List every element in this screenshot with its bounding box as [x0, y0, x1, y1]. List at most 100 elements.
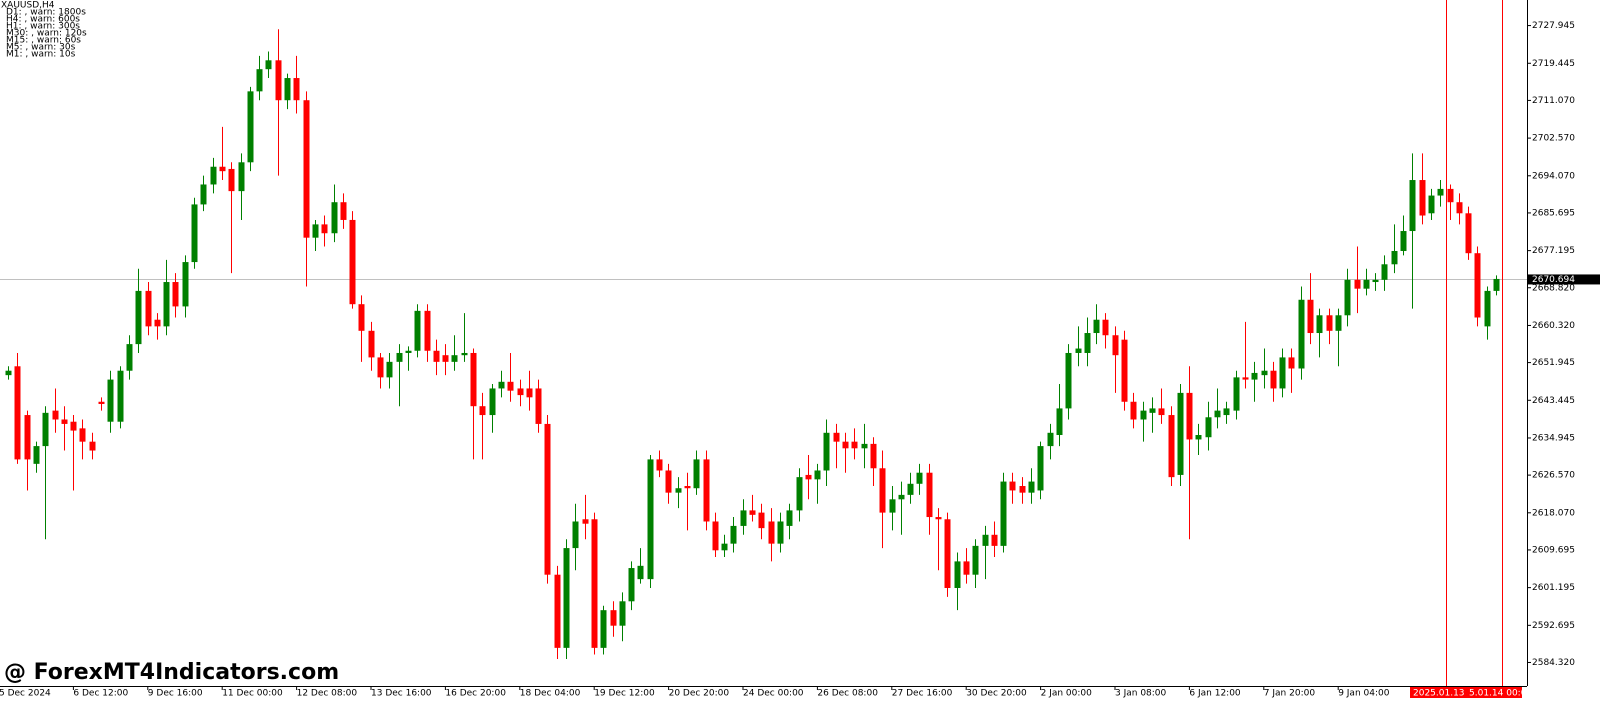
- candle-body: [377, 357, 384, 378]
- x-tick-label: 19 Dec 12:00: [594, 689, 655, 699]
- info-line: D1: , warn: 1800s: [6, 8, 86, 18]
- candle-body: [1493, 278, 1500, 291]
- candle-body: [1484, 290, 1491, 327]
- candle-body: [331, 202, 338, 234]
- candle-body: [842, 441, 849, 449]
- candle-body: [61, 419, 68, 424]
- y-tick-label: 2592.695: [1532, 621, 1575, 631]
- symbol-label: XAUUSD,H4: [1, 1, 55, 11]
- candle-body: [1474, 253, 1481, 318]
- candle-body: [963, 561, 970, 575]
- candle-body: [730, 525, 737, 544]
- candle-body: [1261, 370, 1268, 376]
- candle-body: [1093, 319, 1100, 334]
- x-tick-label: 9 Dec 16:00: [148, 689, 203, 699]
- x-tick-label: 16 Dec 20:00: [445, 689, 506, 699]
- candle-body: [200, 184, 207, 205]
- candle-body: [89, 441, 96, 451]
- candle-body: [145, 290, 152, 327]
- candle-body: [98, 401, 105, 404]
- y-tick-label: 2668.820: [1532, 283, 1575, 293]
- candle-body: [117, 370, 124, 422]
- candle-body: [470, 352, 477, 407]
- candle-body: [1047, 432, 1054, 447]
- candle-body: [889, 499, 896, 513]
- candle-body: [1121, 339, 1128, 402]
- x-tick-label: 7 Jan 20:00: [1264, 689, 1316, 699]
- candle-body: [107, 379, 114, 422]
- y-tick-label: 2685.695: [1532, 208, 1575, 218]
- candle-body: [712, 521, 719, 551]
- candle-body: [340, 202, 347, 220]
- y-tick-label: 2601.195: [1532, 583, 1575, 593]
- candle-body: [991, 534, 998, 546]
- candle-body: [507, 381, 514, 391]
- candle-body: [24, 415, 31, 460]
- candle-body: [851, 441, 858, 449]
- candle-body: [1447, 188, 1454, 203]
- candle-body: [498, 381, 505, 389]
- candle-body: [554, 574, 561, 648]
- candle-body: [5, 370, 12, 376]
- y-tick-label: 2677.195: [1532, 246, 1575, 256]
- candle-body: [628, 568, 635, 602]
- candle-body: [563, 548, 570, 648]
- y-tick-label: 2609.695: [1532, 545, 1575, 555]
- x-tick-label: 9 Jan 04:00: [1338, 689, 1390, 699]
- candle-body: [238, 162, 245, 192]
- candle-body: [312, 224, 319, 238]
- candle-body: [1409, 180, 1416, 232]
- x-tick-label: 26 Dec 08:00: [817, 689, 878, 699]
- candle-body: [1298, 299, 1305, 369]
- candle-body: [544, 423, 551, 575]
- candle-body: [1344, 279, 1351, 316]
- candle-body: [693, 459, 700, 489]
- candle-body: [535, 388, 542, 424]
- y-tick-label: 2660.320: [1532, 321, 1575, 331]
- y-tick-label: 2727.945: [1532, 21, 1575, 31]
- candle-body: [228, 168, 235, 192]
- candle-body: [126, 344, 133, 371]
- candle-body: [1000, 481, 1007, 546]
- y-tick-label: 2702.570: [1532, 134, 1575, 144]
- candle-body: [1019, 486, 1026, 493]
- candle-body: [879, 468, 886, 513]
- candle-body: [805, 474, 812, 480]
- candle-body: [1214, 410, 1221, 418]
- candle-body: [1251, 372, 1258, 380]
- candle-body: [1372, 279, 1379, 283]
- candle-body: [1354, 279, 1361, 289]
- candle-body: [368, 330, 375, 358]
- info-line: H1: , warn: 300s: [6, 22, 80, 32]
- x-tick-label: 30 Dec 20:00: [966, 689, 1027, 699]
- candle-body: [210, 166, 217, 185]
- candle-body: [1363, 279, 1370, 289]
- candle-body: [1186, 392, 1193, 440]
- candle-body: [396, 352, 403, 362]
- candle-body: [1242, 377, 1249, 380]
- candle-body: [172, 282, 179, 307]
- candle-body: [907, 483, 914, 495]
- candle-body: [1437, 188, 1444, 196]
- candle-body: [861, 443, 868, 449]
- candle-body: [1195, 435, 1202, 440]
- candle-body: [1288, 357, 1295, 369]
- info-line: M1: , warn: 10s: [6, 50, 76, 60]
- candle-body: [1009, 481, 1016, 491]
- candle-body: [1270, 370, 1277, 389]
- candle-body: [414, 310, 421, 351]
- candle-body: [479, 406, 486, 416]
- candle-body: [1465, 213, 1472, 254]
- current-price-label: 2670.694: [1532, 275, 1575, 285]
- info-line: M5: , warn: 30s: [6, 43, 76, 53]
- info-line: M15: , warn: 60s: [6, 36, 81, 46]
- candle-body: [1065, 352, 1072, 409]
- candle-body: [935, 517, 942, 520]
- candle-body: [349, 219, 356, 305]
- y-tick-label: 2584.320: [1532, 658, 1575, 668]
- candle-body: [1391, 250, 1398, 265]
- candle-body: [1084, 333, 1091, 353]
- candle-body: [768, 521, 775, 544]
